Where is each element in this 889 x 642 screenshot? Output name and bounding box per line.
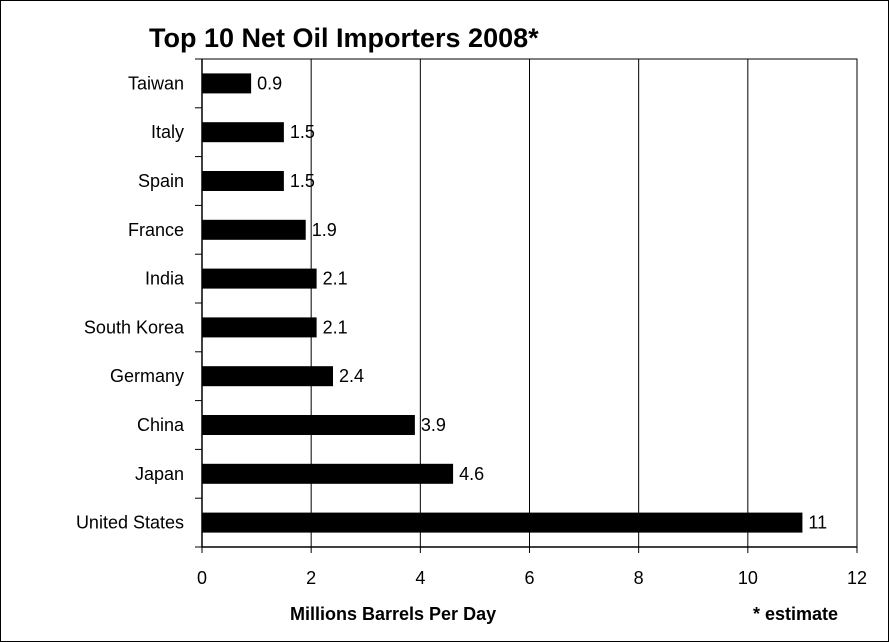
- category-label: Taiwan: [128, 73, 184, 93]
- category-label: United States: [76, 513, 184, 533]
- bar: [202, 122, 284, 143]
- x-tick-label: 4: [415, 568, 425, 588]
- category-label: Japan: [135, 464, 184, 484]
- value-label: 4.6: [459, 464, 484, 484]
- bar: [202, 171, 284, 191]
- value-label: 3.9: [421, 415, 446, 435]
- bar: [202, 219, 306, 240]
- value-label: 1.5: [290, 171, 315, 191]
- bar: [202, 366, 333, 387]
- category-label: India: [145, 269, 185, 289]
- bar: [202, 512, 803, 533]
- category-label: China: [137, 415, 185, 435]
- value-label: 1.9: [312, 220, 337, 240]
- value-label: 1.5: [290, 122, 315, 142]
- x-tick-label: 0: [197, 568, 207, 588]
- category-label: Italy: [151, 122, 184, 142]
- x-tick-label: 12: [847, 568, 867, 588]
- value-label: 11: [808, 513, 827, 533]
- bar: [202, 73, 252, 94]
- category-label: South Korea: [84, 317, 185, 337]
- x-tick-label: 8: [634, 568, 644, 588]
- chart-title: Top 10 Net Oil Importers 2008*: [149, 23, 539, 53]
- value-label: 2.1: [323, 269, 348, 289]
- category-label: France: [128, 220, 184, 240]
- category-label: Germany: [110, 366, 184, 386]
- bar: [202, 463, 454, 484]
- value-label: 0.9: [257, 73, 282, 93]
- value-label: 2.4: [339, 366, 364, 386]
- bar: [202, 317, 317, 338]
- value-label: 2.1: [323, 317, 348, 337]
- x-axis-label: Millions Barrels Per Day: [290, 604, 497, 624]
- x-tick-label: 6: [524, 568, 534, 588]
- estimate-note: * estimate: [753, 604, 839, 624]
- bar: [202, 268, 317, 289]
- category-label: Spain: [138, 171, 184, 191]
- bar: [202, 415, 415, 435]
- x-tick-label: 10: [738, 568, 758, 588]
- x-tick-label: 2: [306, 568, 316, 588]
